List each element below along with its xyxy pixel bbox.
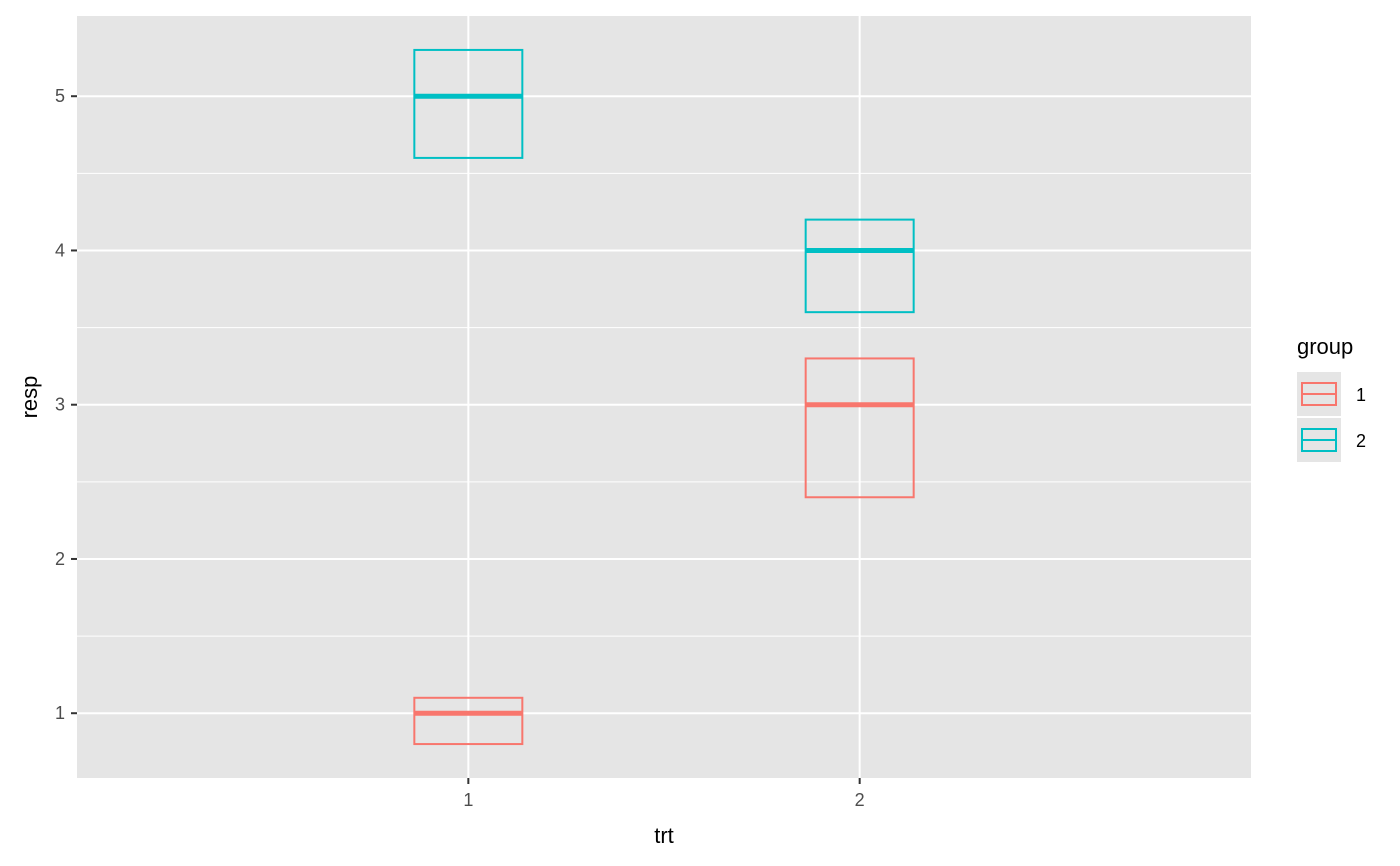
y-tick-label: 1 (55, 703, 65, 723)
axes: 1 2 3 4 5 1 2 (55, 86, 865, 810)
major-gridlines (77, 16, 1251, 778)
crossbar-group-1-trt-2 (804, 357, 915, 499)
x-tick-label: 2 (855, 790, 865, 810)
crossbar-group-2-trt-2 (804, 218, 915, 314)
crossbar-box (413, 696, 524, 746)
legend-label: 2 (1356, 431, 1366, 451)
y-tick-label: 4 (55, 240, 65, 260)
y-tick-label: 5 (55, 86, 65, 106)
y-tick-label: 2 (55, 549, 65, 569)
y-axis-title: resp (17, 376, 42, 419)
x-axis-title: trt (654, 823, 674, 848)
crossbar-box (413, 48, 524, 159)
x-tick-label: 1 (463, 790, 473, 810)
minor-gridlines (77, 172, 1251, 637)
crossbar-box (804, 218, 915, 314)
legend-label: 1 (1356, 385, 1366, 405)
crossbar-box (804, 357, 915, 499)
plot-panel (77, 16, 1251, 778)
crossbar-group-1-trt-1 (413, 696, 524, 746)
legend-title: group (1297, 334, 1353, 359)
legend: group 1 2 (1297, 334, 1366, 462)
crossbar-marks (413, 48, 915, 746)
crossbar-group-2-trt-1 (413, 48, 524, 159)
y-tick-label: 3 (55, 395, 65, 415)
